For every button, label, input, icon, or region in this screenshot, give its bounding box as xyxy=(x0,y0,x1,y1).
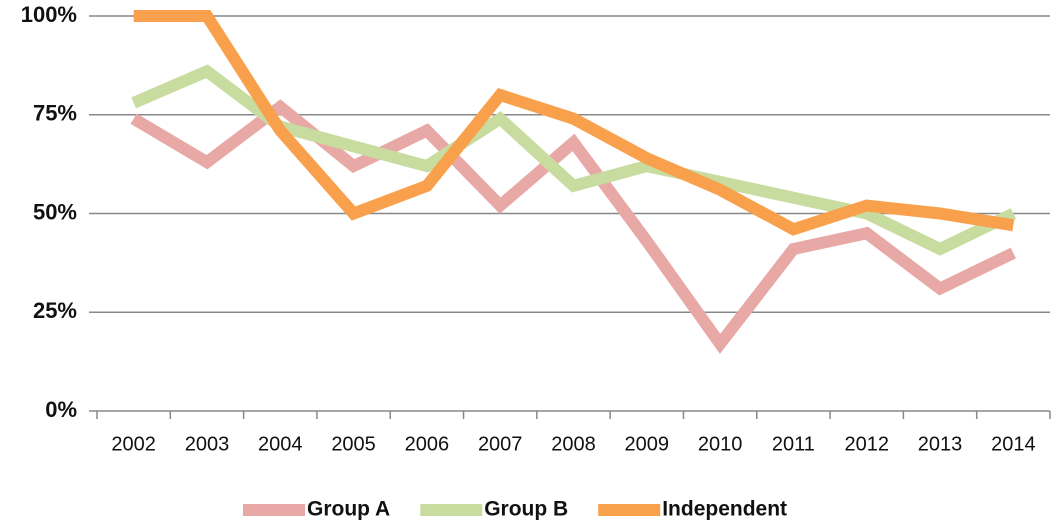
y-tick-label: 50% xyxy=(33,199,77,224)
x-tick-label: 2010 xyxy=(698,433,743,455)
legend-label: Group B xyxy=(484,498,568,521)
x-tick-label: 2014 xyxy=(991,433,1036,455)
x-tick-label: 2012 xyxy=(844,433,889,455)
y-tick-label: 75% xyxy=(33,101,77,126)
x-tick-label: 2002 xyxy=(111,433,156,455)
x-tick-label: 2011 xyxy=(772,433,815,455)
series-line xyxy=(133,10,1015,236)
x-tick-label: 2003 xyxy=(185,433,230,455)
x-tick-label: 2005 xyxy=(331,433,376,455)
legend-label: Independent xyxy=(662,498,787,521)
x-tick-label: 2006 xyxy=(405,433,450,455)
x-tick-label: 2013 xyxy=(918,433,963,455)
series-line xyxy=(130,99,1016,354)
x-tick-label: 2009 xyxy=(625,433,670,455)
y-tick-label: 100% xyxy=(21,2,77,27)
y-tick-label: 25% xyxy=(33,298,77,323)
x-tick-label: 2007 xyxy=(478,433,523,455)
x-tick-label: 2004 xyxy=(258,433,303,455)
legend-label: Group A xyxy=(307,498,390,521)
y-tick-label: 0% xyxy=(45,397,77,422)
x-tick-label: 2008 xyxy=(551,433,596,455)
